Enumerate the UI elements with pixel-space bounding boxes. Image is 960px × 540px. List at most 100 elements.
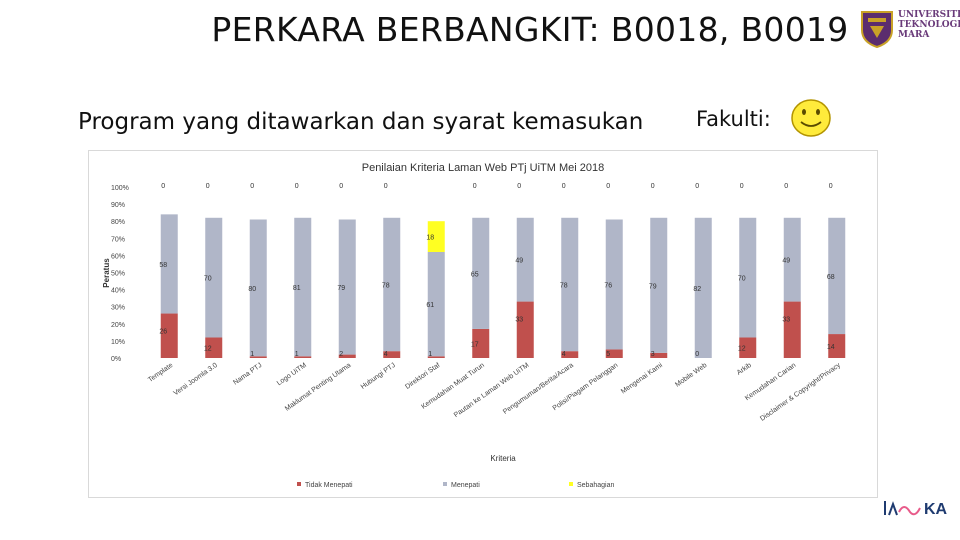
data-label-tidak-menepati: 12 [204, 346, 212, 353]
slide-title: PERKARA BERBANGKIT: B0018, B0019 [211, 10, 849, 49]
data-label-tidak-menepati: 26 [159, 329, 167, 336]
data-label-sebahagian: 0 [206, 183, 210, 190]
x-tick-label: Logo UiTM [276, 362, 308, 387]
bar-segment [472, 328, 490, 358]
bar-segment [783, 301, 801, 358]
data-label-sebahagian: 0 [606, 183, 610, 190]
y-tick-label: 70% [111, 236, 125, 243]
x-tick-label: Disclaimer & Copyright/Privacy [759, 362, 842, 423]
bar-segment [383, 351, 401, 358]
x-tick-label: Versi Joomla 3.0 [172, 362, 218, 397]
data-label-tidak-menepati: 17 [471, 341, 479, 348]
data-label-menepati: 79 [649, 283, 657, 290]
legend-swatch [297, 482, 301, 486]
legend-label: Tidak Menepati [305, 482, 353, 489]
data-label-sebahagian: 0 [740, 183, 744, 190]
bar-segment [427, 356, 445, 358]
data-label-tidak-menepati: 12 [738, 346, 746, 353]
data-label-sebahagian: 0 [473, 183, 477, 190]
x-tick-label: Pengumuman/Berita/Acara [502, 362, 575, 416]
y-tick-label: 30% [111, 305, 125, 312]
x-axis-label: Kriteria [490, 454, 516, 463]
data-label-menepati: 78 [560, 282, 568, 289]
data-label-menepati: 65 [471, 271, 479, 278]
bar-segment [205, 217, 223, 338]
bar-segment [650, 217, 668, 353]
y-tick-label: 0% [111, 356, 121, 363]
data-label-tidak-menepati: 0 [695, 351, 699, 358]
data-label-menepati: 81 [293, 285, 301, 292]
bar-segment [828, 334, 846, 358]
smiley-icon [791, 99, 831, 137]
bar-segment [427, 251, 445, 357]
x-tick-label: Nama PTJ [232, 362, 263, 387]
y-axis-label: Peratus [102, 258, 111, 288]
y-tick-label: 40% [111, 288, 125, 295]
data-label-menepati: 68 [827, 274, 835, 281]
bar-segment [338, 219, 356, 355]
data-label-menepati: 49 [782, 258, 790, 265]
brand-logo: KA [884, 501, 948, 518]
data-label-tidak-menepati: 3 [651, 351, 655, 358]
data-label-tidak-menepati: 1 [295, 351, 299, 358]
legend-swatch [569, 482, 573, 486]
bar-segment [694, 217, 712, 358]
brand-text: KA [924, 501, 948, 518]
data-label-menepati: 79 [337, 285, 345, 292]
data-label-sebahagian: 0 [695, 183, 699, 190]
y-tick-label: 100% [111, 185, 129, 192]
data-label-tidak-menepati: 2 [339, 351, 343, 358]
data-label-tidak-menepati: 5 [606, 351, 610, 358]
data-label-menepati: 70 [204, 276, 212, 283]
bar-segment [249, 219, 267, 357]
data-label-sebahagian: 0 [384, 183, 388, 190]
bar-segment [561, 217, 579, 352]
bar-segment [783, 217, 801, 302]
bar-segment [427, 221, 445, 252]
chart-frame: Penilaian Kriteria Laman Web PTj UiTM Me… [88, 150, 878, 498]
bar-segment [739, 337, 757, 358]
data-label-tidak-menepati: 33 [515, 317, 523, 324]
legend-swatch [443, 482, 447, 486]
data-label-sebahagian: 0 [651, 183, 655, 190]
y-tick-label: 90% [111, 202, 125, 209]
bar-segment [472, 217, 490, 329]
slide-subtitle: Program yang ditawarkan dan syarat kemas… [78, 109, 644, 135]
data-label-menepati: 76 [604, 282, 612, 289]
data-label-menepati: 80 [248, 286, 256, 293]
data-label-tidak-menepati: 4 [562, 351, 566, 358]
data-label-menepati: 82 [693, 286, 701, 293]
bar-segment [828, 217, 846, 335]
bar-segment [338, 354, 356, 358]
data-label-tidak-menepati: 1 [250, 351, 254, 358]
x-tick-label: Template [147, 362, 174, 384]
data-label-menepati: 78 [382, 282, 390, 289]
y-tick-label: 10% [111, 339, 125, 346]
uitm-crest-icon [861, 11, 893, 48]
data-label-tidak-menepati: 4 [384, 351, 388, 358]
y-tick-label: 20% [111, 322, 125, 329]
y-tick-label: 60% [111, 253, 125, 260]
x-tick-label: Pautan ke Laman Web UiTM [453, 362, 531, 419]
data-label-sebahagian: 0 [562, 183, 566, 190]
y-tick-label: 80% [111, 219, 125, 226]
bar-segment [516, 301, 534, 358]
data-label-menepati: 58 [159, 262, 167, 269]
legend-label: Sebahagian [577, 482, 614, 489]
bar-segment [739, 217, 757, 338]
data-label-sebahagian: 0 [784, 183, 788, 190]
x-tick-label: Arkib [736, 362, 753, 377]
data-label-menepati: 61 [426, 302, 434, 309]
data-label-menepati: 70 [738, 276, 746, 283]
x-tick-label: Mengenai Kami [620, 362, 664, 396]
chart-title: Penilaian Kriteria Laman Web PTj UiTM Me… [362, 162, 605, 174]
uitm-logo: UNIVERSITI TEKNOLOGI MARA [858, 8, 960, 50]
data-label-sebahagian: 0 [250, 183, 254, 190]
data-label-sebahagian: 18 [426, 235, 434, 242]
data-label-menepati: 49 [515, 258, 523, 265]
faculty-label: Fakulti: [696, 107, 771, 131]
data-label-sebahagian: 0 [829, 183, 833, 190]
bar-segment [160, 214, 178, 314]
bar-segment [605, 219, 623, 350]
bar-segment [205, 337, 223, 358]
